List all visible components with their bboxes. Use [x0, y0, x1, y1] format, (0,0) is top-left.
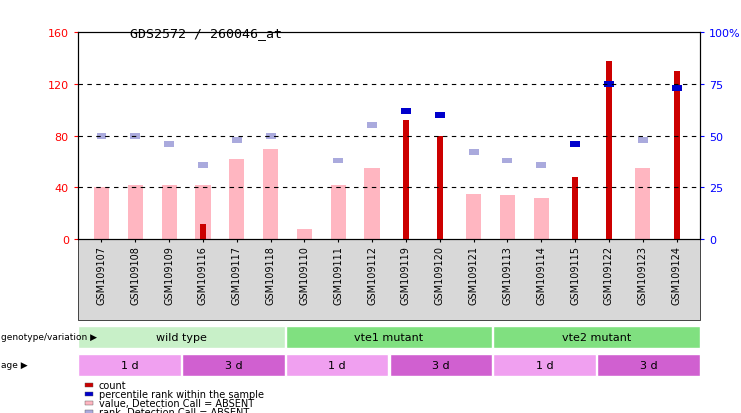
Text: percentile rank within the sample: percentile rank within the sample	[99, 389, 264, 399]
Bar	[365, 169, 379, 240]
Text: GDS2572 / 260046_at: GDS2572 / 260046_at	[130, 27, 282, 40]
Bar	[266, 133, 276, 139]
Text: wild type: wild type	[156, 332, 207, 342]
Bar	[436, 136, 443, 240]
Bar	[635, 169, 651, 240]
Bar	[671, 86, 682, 92]
Text: 1 d: 1 d	[536, 360, 554, 370]
Bar	[401, 109, 411, 114]
Text: genotype/variation ▶: genotype/variation ▶	[1, 332, 98, 342]
Bar	[263, 149, 278, 240]
Text: rank, Detection Call = ABSENT: rank, Detection Call = ABSENT	[99, 407, 249, 413]
Bar	[403, 121, 409, 240]
Bar	[94, 188, 109, 240]
Bar	[165, 142, 174, 147]
Bar	[390, 354, 492, 376]
Bar	[196, 185, 210, 240]
Bar	[638, 138, 648, 143]
Bar	[606, 62, 612, 240]
Bar	[79, 354, 181, 376]
Text: 3 d: 3 d	[432, 360, 450, 370]
Bar	[130, 133, 140, 139]
Bar	[435, 113, 445, 119]
Bar	[127, 185, 143, 240]
Bar	[494, 326, 700, 348]
Text: 1 d: 1 d	[328, 360, 346, 370]
Text: 3 d: 3 d	[639, 360, 657, 370]
Bar	[200, 224, 206, 240]
Text: count: count	[99, 380, 126, 390]
Bar	[286, 326, 492, 348]
Bar	[162, 185, 177, 240]
Bar	[534, 198, 549, 240]
Bar	[198, 162, 208, 168]
Bar	[494, 354, 596, 376]
Text: vte2 mutant: vte2 mutant	[562, 332, 631, 342]
Bar	[500, 196, 515, 240]
Bar	[297, 229, 312, 240]
Bar	[502, 158, 512, 164]
Bar	[466, 195, 481, 240]
Bar	[286, 354, 388, 376]
Text: age ▶: age ▶	[1, 360, 28, 369]
Bar	[468, 150, 479, 156]
Bar	[674, 72, 679, 240]
Bar	[333, 158, 343, 164]
Text: 3 d: 3 d	[225, 360, 242, 370]
Bar	[96, 133, 107, 139]
Bar	[536, 162, 546, 168]
Text: value, Detection Call = ABSENT: value, Detection Call = ABSENT	[99, 398, 253, 408]
Bar	[604, 82, 614, 88]
Bar	[572, 178, 578, 240]
Bar	[79, 326, 285, 348]
Text: vte1 mutant: vte1 mutant	[354, 332, 424, 342]
Text: 1 d: 1 d	[121, 360, 139, 370]
Bar	[570, 142, 580, 147]
Bar	[182, 354, 285, 376]
Bar	[597, 354, 700, 376]
Bar	[229, 159, 245, 240]
Bar	[367, 123, 377, 129]
Bar	[330, 185, 346, 240]
Bar	[232, 138, 242, 143]
